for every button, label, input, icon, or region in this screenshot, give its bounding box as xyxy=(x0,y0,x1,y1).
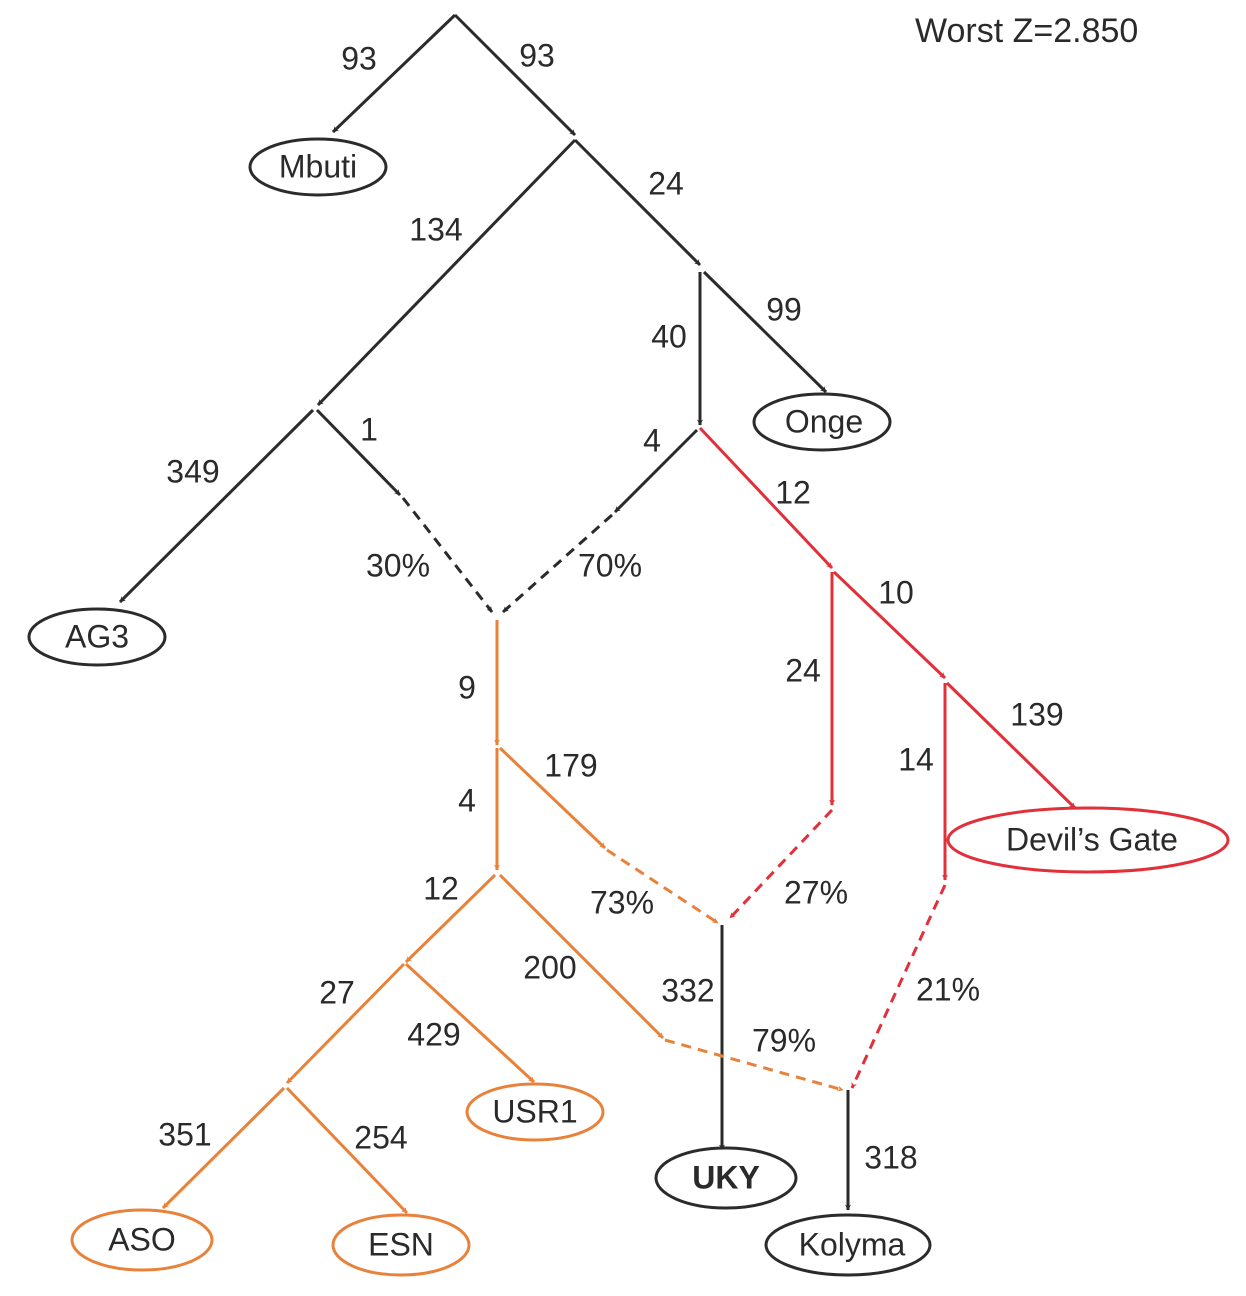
label-o1-o2: 4 xyxy=(458,782,476,818)
edge-n4-admix xyxy=(613,428,699,514)
label-o3-o4: 27 xyxy=(319,974,355,1010)
label-o3-usr1: 429 xyxy=(407,1016,460,1052)
node-devils-gate-label: Devil’s Gate xyxy=(1006,821,1178,857)
label-n3-admix: 1 xyxy=(360,411,378,447)
edge-red-kolyma xyxy=(850,884,947,1089)
node-ag3-label: AG3 xyxy=(65,618,129,654)
edge-labels: 93 93 24 134 99 40 1 349 4 12 10 24 139 … xyxy=(158,37,1063,1175)
label-red2-down: 14 xyxy=(898,741,934,777)
edge-orange-uky xyxy=(606,848,719,925)
label-kolyma-drift: 318 xyxy=(864,1139,917,1175)
label-admix-30: 30% xyxy=(366,547,430,583)
label-o4-aso: 351 xyxy=(158,1116,211,1152)
label-red2-devils: 139 xyxy=(1010,696,1063,732)
edge-red-uky xyxy=(728,808,834,920)
label-root-n1: 93 xyxy=(519,37,555,73)
black-admix-edges xyxy=(401,497,613,614)
edge-admix-right xyxy=(502,513,613,614)
label-o2-o3: 12 xyxy=(423,870,459,906)
node-kolyma-label: Kolyma xyxy=(799,1226,906,1262)
label-root-mbuti: 93 xyxy=(341,40,377,76)
edge-o2-kol xyxy=(498,873,665,1040)
label-n3-ag3: 349 xyxy=(166,453,219,489)
orange-admix-edges xyxy=(606,848,844,1092)
edge-n3-admix xyxy=(315,408,402,497)
node-uky: UKY xyxy=(654,1146,798,1210)
node-mbuti: Mbuti xyxy=(248,137,388,197)
edge-o3-o4 xyxy=(285,962,406,1085)
node-esn-label: ESN xyxy=(368,1226,434,1262)
edge-o1-uky xyxy=(498,746,607,850)
label-o2-kol: 200 xyxy=(523,949,576,985)
node-usr1-label: USR1 xyxy=(492,1093,577,1129)
edge-red2-devils xyxy=(945,681,1077,810)
label-admix-79: 79% xyxy=(752,1022,816,1058)
label-n1-n2: 24 xyxy=(648,165,684,201)
orange-edges xyxy=(161,620,665,1215)
node-onge: Onge xyxy=(752,392,892,452)
label-n4-red1: 12 xyxy=(775,474,811,510)
edge-o3-usr1 xyxy=(404,962,536,1084)
label-admix-73: 73% xyxy=(590,884,654,920)
node-kolyma: Kolyma xyxy=(764,1213,932,1277)
admixture-labels: 30% 70% 73% 27% 79% 21% xyxy=(366,547,980,1058)
label-adm-o1: 9 xyxy=(458,669,476,705)
node-usr1: USR1 xyxy=(465,1082,605,1142)
edge-orange-kolyma xyxy=(664,1038,844,1092)
black-edges xyxy=(118,13,851,1211)
edge-root-mbuti xyxy=(331,13,457,134)
edge-n1-n3 xyxy=(316,138,577,407)
label-red1-red2: 10 xyxy=(878,574,914,610)
edge-n1-n2 xyxy=(573,138,702,267)
edge-n2-onge xyxy=(702,270,828,394)
edge-n4-red1 xyxy=(698,426,834,570)
edge-red1-red2 xyxy=(832,570,947,680)
label-n2-onge: 99 xyxy=(766,291,802,327)
label-n4-admix: 4 xyxy=(643,422,661,458)
node-ag3: AG3 xyxy=(27,607,167,667)
worst-z-score: Worst Z=2.850 xyxy=(915,12,1138,50)
edge-root-n1 xyxy=(453,13,577,137)
node-uky-label: UKY xyxy=(692,1159,760,1195)
label-admix-70: 70% xyxy=(578,547,642,583)
label-n2-n4: 40 xyxy=(651,318,687,354)
node-aso-label: ASO xyxy=(108,1221,176,1257)
node-aso: ASO xyxy=(70,1208,214,1272)
label-red1-down: 24 xyxy=(785,652,821,688)
edge-o4-aso xyxy=(161,1086,286,1210)
red-admix-edges xyxy=(728,808,947,1089)
node-mbuti-label: Mbuti xyxy=(279,148,357,184)
edge-admix-left xyxy=(401,497,494,613)
edge-o4-esn xyxy=(285,1086,409,1215)
node-devils-gate: Devil’s Gate xyxy=(946,806,1230,874)
label-admix-27: 27% xyxy=(784,874,848,910)
label-admix-21: 21% xyxy=(916,971,980,1007)
red-edges xyxy=(698,426,1077,881)
node-onge-label: Onge xyxy=(785,403,863,439)
edge-o2-o3 xyxy=(404,873,497,964)
edge-n3-ag3 xyxy=(118,408,315,604)
label-o1-uky: 179 xyxy=(544,747,597,783)
label-o4-esn: 254 xyxy=(354,1119,407,1155)
label-n1-n3: 134 xyxy=(409,211,462,247)
label-uky-drift: 332 xyxy=(661,972,714,1008)
node-esn: ESN xyxy=(331,1213,471,1277)
